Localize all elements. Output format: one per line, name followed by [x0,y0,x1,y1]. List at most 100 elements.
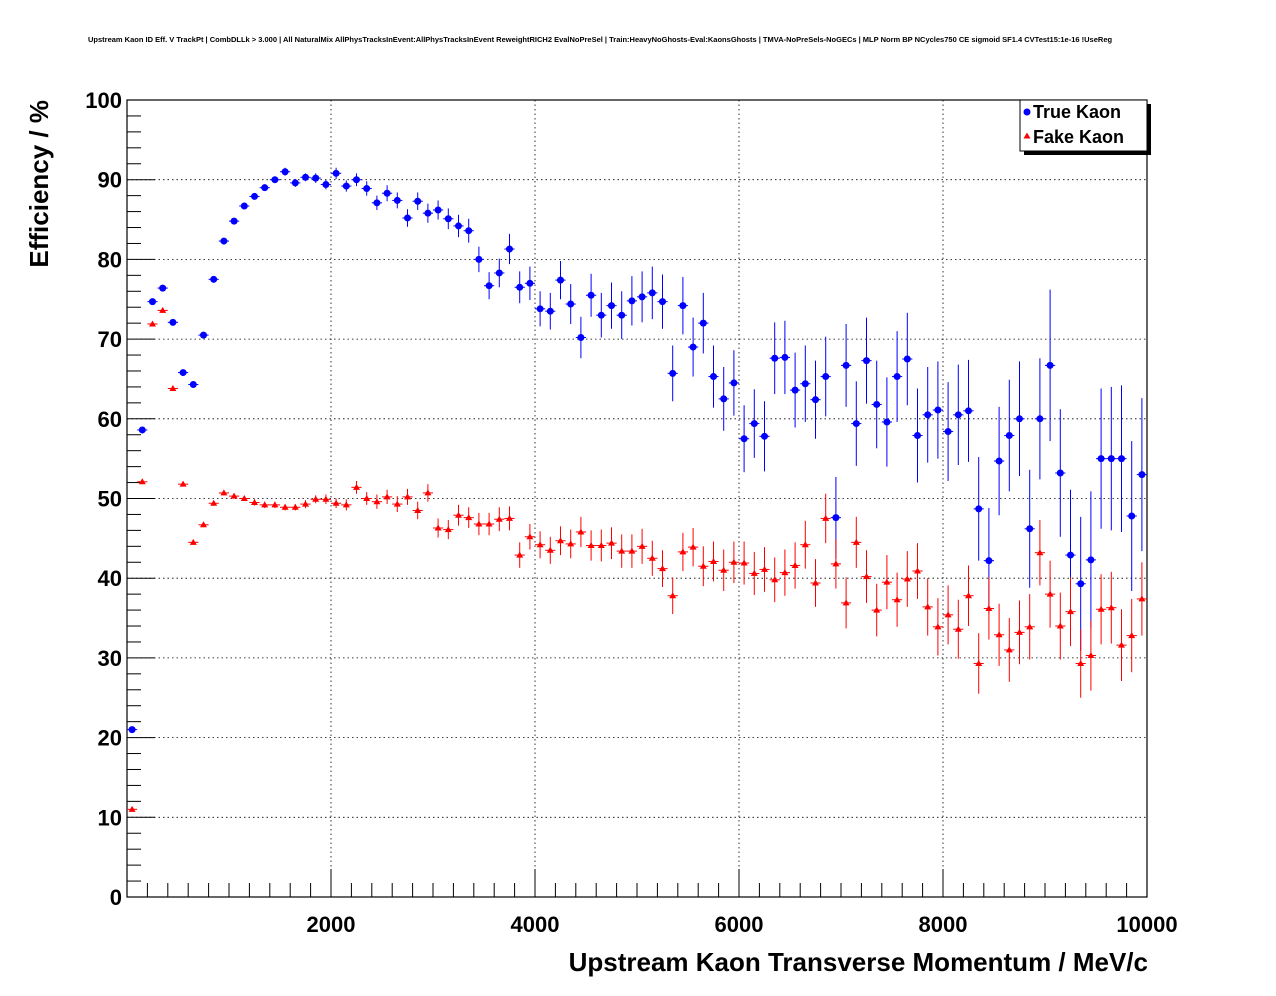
data-point [229,217,240,225]
data-point [749,551,760,595]
marker [546,546,554,553]
data-point [412,192,423,210]
marker [873,400,881,408]
marker [414,506,422,513]
data-point [596,529,607,562]
data-point [524,266,535,301]
marker [200,331,207,339]
y-tick-label: 10 [98,805,122,830]
data-point [341,499,352,511]
marker [557,276,564,284]
marker [608,302,615,310]
marker [842,361,850,369]
marker [444,526,452,533]
marker [618,311,626,319]
marker [271,501,279,508]
data-point [963,359,974,462]
data-point [983,577,994,640]
data-point [626,276,637,326]
data-point [167,318,178,326]
data-point [320,494,331,505]
data-point [443,208,454,230]
marker [893,373,901,381]
legend: True Kaon Fake Kaon [1019,99,1151,155]
marker [944,611,952,618]
marker [495,269,503,277]
data-point [1096,574,1107,645]
data-point [728,541,739,583]
data-point [810,559,821,607]
marker [536,305,544,313]
data-point [851,516,862,568]
data-point [657,550,668,587]
marker [261,501,269,508]
marker [149,298,156,306]
marker [791,386,799,394]
x-tick-label: 8000 [919,912,968,937]
data-point [545,536,556,564]
data-point [1116,385,1127,532]
marker [557,537,564,544]
data-point [759,547,770,592]
marker [1118,455,1125,463]
marker [730,558,738,565]
marker [1077,659,1085,666]
marker [189,381,197,389]
grid-lines [127,100,1147,897]
data-point [841,323,852,407]
data-point [1106,571,1117,644]
marker [1036,415,1044,423]
marker [353,176,360,184]
data-point [637,271,648,323]
marker [995,457,1003,465]
data-point [596,292,607,338]
marker [638,293,646,301]
marker [1005,432,1013,440]
legend-marker-true-kaon [1023,108,1031,116]
marker [220,489,228,496]
marker [1077,580,1085,588]
marker [516,551,524,558]
data-point [269,501,280,509]
marker [128,726,136,734]
data-point [147,298,158,306]
data-point [779,549,790,596]
marker [567,540,575,547]
marker [648,554,656,561]
marker [159,306,167,313]
y-tick-label: 60 [98,407,122,432]
data-point [953,599,964,659]
data-point [494,258,505,288]
data-point [922,366,933,463]
data-point [841,577,852,629]
data-point [647,540,658,576]
data-point [871,583,882,637]
data-point [239,495,250,501]
marker [332,169,340,177]
marker [1056,469,1064,477]
marker [771,354,779,362]
data-point [943,382,954,481]
marker [251,498,258,505]
marker [1138,595,1146,602]
marker [710,557,717,564]
marker [281,168,289,176]
data-point [331,167,342,179]
data-point [830,539,841,589]
data-point [320,179,331,190]
marker [363,495,371,501]
data-point [626,534,637,568]
marker [812,579,819,586]
marker [873,606,881,613]
data-point [1045,560,1056,628]
data-point [912,543,923,599]
data-point [433,518,444,538]
marker [1026,623,1034,630]
data-point [1106,386,1117,531]
data-point [473,246,484,273]
marker [138,478,146,485]
data-point [351,480,362,494]
data-point [371,494,382,509]
data-point [402,209,413,227]
